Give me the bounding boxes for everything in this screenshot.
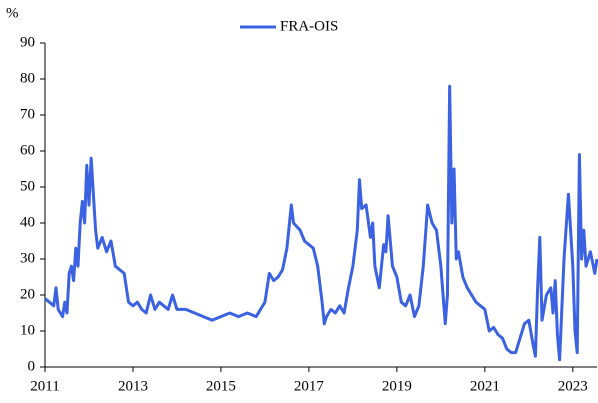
x-tick-label: 2011 (30, 378, 59, 394)
y-tick-label: 0 (28, 358, 36, 374)
y-tick-label: 90 (20, 34, 35, 50)
x-tick-label: 2015 (206, 378, 236, 394)
legend-label: FRA-OIS (280, 18, 338, 34)
x-tick-label: 2023 (558, 378, 588, 394)
y-tick-label: 60 (20, 142, 35, 158)
x-tick-label: 2021 (470, 378, 500, 394)
y-tick-label: 70 (20, 106, 35, 122)
x-tick-label: 2019 (382, 378, 412, 394)
y-tick-label: 30 (20, 250, 35, 266)
data-line (44, 84, 598, 362)
y-unit: % (6, 5, 19, 21)
y-tick-label: 20 (20, 286, 35, 302)
y-tick-label: 40 (20, 214, 35, 230)
y-tick-label: 50 (20, 178, 35, 194)
x-tick-label: 2013 (118, 378, 148, 394)
y-tick-label: 10 (20, 322, 35, 338)
y-tick-label: 80 (20, 70, 35, 86)
x-tick-label: 2017 (294, 378, 325, 394)
